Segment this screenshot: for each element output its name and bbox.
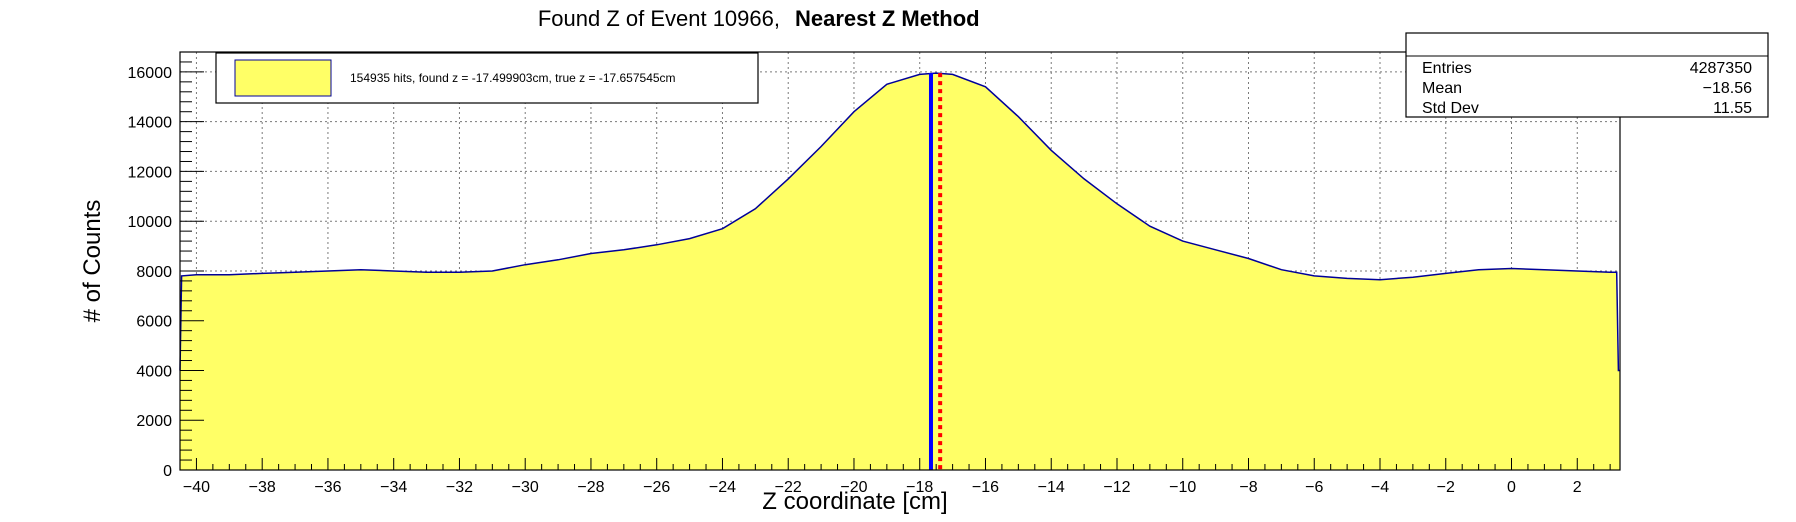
y-tick-label: 2000 (136, 413, 172, 430)
stats-value: 4287350 (1690, 60, 1752, 77)
x-tick-label: 0 (1507, 479, 1516, 496)
x-tick-label: −2 (1437, 479, 1455, 496)
x-tick-label: −36 (314, 479, 341, 496)
x-tick-label: −12 (1103, 479, 1130, 496)
y-axis-title: # of Counts (79, 200, 106, 323)
y-tick-label: 14000 (128, 115, 173, 132)
legend: 154935 hits, found z = -17.499903cm, tru… (215, 52, 759, 104)
x-tick-label: −28 (577, 479, 604, 496)
x-tick-label: 2 (1573, 479, 1582, 496)
x-tick-label: −38 (249, 479, 276, 496)
legend-swatch (234, 59, 332, 97)
histogram-outline (179, 72, 1620, 372)
x-tick-label: −32 (446, 479, 473, 496)
x-tick-label: −10 (1169, 479, 1196, 496)
y-axis-ticks: 0 2000 4000 6000 8000 10000 12000 14000 16000 (128, 51, 204, 480)
stats-label: Std Dev (1422, 100, 1479, 117)
y-tick-label: 10000 (128, 214, 173, 231)
y-tick-label: 16000 (128, 65, 173, 82)
stats-rows: Entries 4287350 Mean −18.56 Std Dev 11.55 (1422, 60, 1752, 117)
stats-value: 11.55 (1713, 100, 1752, 117)
y-tick-label: 12000 (128, 164, 173, 181)
x-tick-label: −6 (1305, 479, 1323, 496)
x-tick-label: −30 (512, 479, 539, 496)
x-tick-label: −24 (709, 479, 736, 496)
x-tick-label: −22 (775, 479, 802, 496)
x-tick-label: −14 (1038, 479, 1065, 496)
x-tick-label: −34 (380, 479, 407, 496)
stats-value: −18.56 (1703, 80, 1752, 97)
histogram-fill (180, 73, 1620, 470)
stats-label: Mean (1422, 80, 1462, 97)
x-tick-label: −18 (906, 479, 933, 496)
x-tick-label: −16 (972, 479, 999, 496)
x-tick-label: −4 (1371, 479, 1389, 496)
x-axis-ticks: −40 −38 −36 −34 −32 −30 −28 −26 −24 −22 −20 −18 −16−… (179, 458, 1611, 496)
plot-area: −40 −38 −36 −34 −32 −30 −28 −26 −24 −22 −20 −18 −16−… (128, 51, 1621, 496)
stats-box-frame (1405, 32, 1769, 118)
x-tick-label: −40 (183, 479, 210, 496)
y-tick-label: 0 (163, 463, 172, 480)
y-tick-label: 6000 (136, 314, 172, 331)
chart-title-method: Nearest Z Method (795, 6, 980, 31)
stats-box: Entries 4287350 Mean −18.56 Std Dev 11.55 (1405, 32, 1769, 118)
legend-entry: 154935 hits, found z = -17.499903cm, tru… (350, 71, 676, 85)
y-tick-label: 4000 (136, 363, 172, 380)
x-tick-label: −8 (1239, 479, 1257, 496)
x-tick-label: −20 (840, 479, 867, 496)
x-axis-title: Z coordinate [cm] (762, 488, 947, 515)
stats-label: Entries (1422, 60, 1472, 77)
y-tick-label: 8000 (136, 264, 172, 281)
chart-title: Found Z of Event 10966, (538, 6, 780, 31)
x-tick-label: −26 (643, 479, 670, 496)
